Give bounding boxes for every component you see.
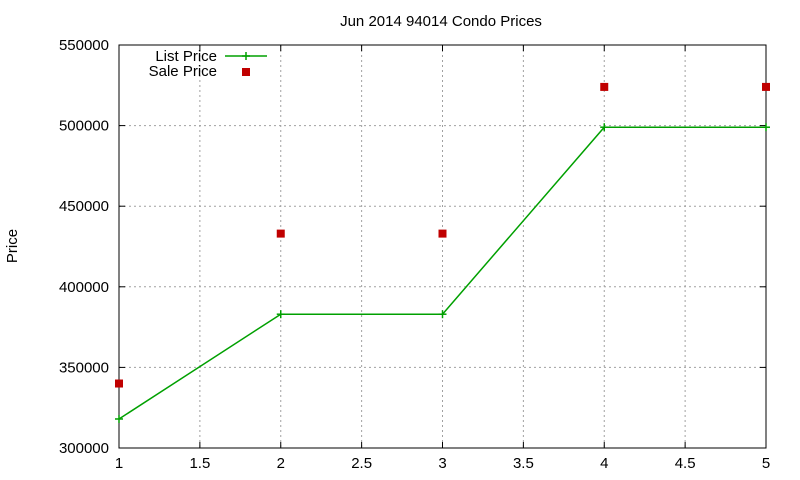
y-tick-label: 450000 xyxy=(59,198,109,215)
x-tick-label: 4.5 xyxy=(675,455,696,472)
y-tick-label: 500000 xyxy=(59,118,109,135)
sale-price-point xyxy=(600,82,609,91)
axis-ticks: 1 1.5 2 2.5 3 3.5 4 4.5 5 300000 350000 400000 45000… xyxy=(59,37,770,472)
sale-price-point xyxy=(115,379,123,388)
legend-label-sale-price: Sale Price xyxy=(149,63,217,80)
series-layer xyxy=(115,82,770,423)
x-tick-label: 2 xyxy=(277,455,285,472)
x-tick-label: 5 xyxy=(762,455,770,472)
legend-list-price-cross xyxy=(242,52,250,60)
list-price-point xyxy=(115,414,123,423)
y-tick-label: 350000 xyxy=(59,359,109,376)
legend-marker-list-price xyxy=(225,52,267,60)
grid xyxy=(119,45,766,448)
sale-price-point xyxy=(762,82,770,91)
list-price-point xyxy=(600,123,609,132)
list-price-point xyxy=(762,123,770,132)
list-price-point xyxy=(276,310,285,319)
y-axis-label: Price xyxy=(4,229,21,263)
x-tick-label: 2.5 xyxy=(351,455,372,472)
legend-marker-sale-price xyxy=(242,68,250,76)
x-tick-label: 3 xyxy=(438,455,446,472)
legend: List Price Sale Price xyxy=(149,48,267,80)
list-price-point xyxy=(438,310,447,319)
x-tick-label: 1.5 xyxy=(189,455,210,472)
y-tick-label: 400000 xyxy=(59,279,109,296)
x-tick-label: 3.5 xyxy=(513,455,534,472)
legend-label-list-price: List Price xyxy=(155,48,217,65)
sale-price-point xyxy=(276,229,285,238)
y-tick-label: 300000 xyxy=(59,440,109,457)
sale-price-point xyxy=(438,229,447,238)
x-tick-label: 4 xyxy=(600,455,608,472)
legend-sale-price-square xyxy=(242,68,250,76)
chart-title: Jun 2014 94014 Condo Prices xyxy=(340,13,542,30)
y-tick-label: 550000 xyxy=(59,37,109,54)
x-tick-label: 1 xyxy=(115,455,123,472)
